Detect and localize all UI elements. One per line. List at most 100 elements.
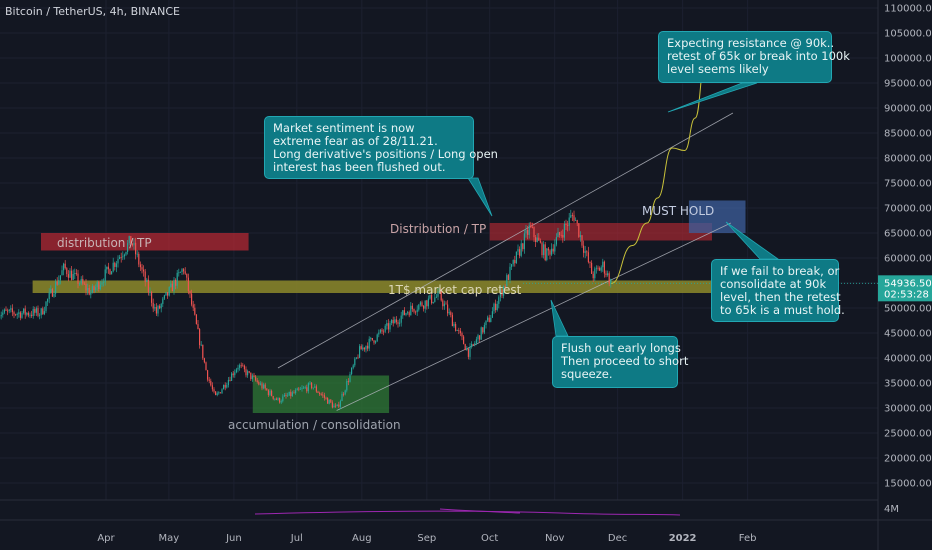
price-tick-label: 60000.00 (884, 254, 932, 265)
candle-down (442, 300, 444, 307)
candle-up (410, 305, 412, 316)
volume-scale-label: 4M (884, 504, 899, 515)
price-tick-label: 95000.00 (884, 79, 932, 90)
last-price-label: 54936.50 (884, 278, 932, 289)
symbol-title: Bitcoin / TetherUS, 4h, BINANCE (5, 5, 181, 18)
time-axis[interactable]: Apr May Jun Jul Aug Sep Oct Nov Dec 2022 Feb (97, 533, 756, 544)
candle-down (571, 215, 573, 216)
candle-up (146, 279, 148, 282)
candle-up (379, 329, 381, 333)
candle-down (479, 335, 481, 340)
candle-up (517, 249, 519, 252)
candle-up (333, 405, 335, 408)
candle-down (250, 372, 252, 380)
candle-down (599, 268, 601, 271)
candle-down (331, 402, 333, 408)
candle-down (51, 289, 53, 297)
candle-down (411, 305, 413, 310)
candle-down (183, 269, 185, 272)
candle-down (549, 250, 551, 255)
candle-up (119, 257, 121, 259)
candle-down (245, 369, 247, 376)
candle-up (483, 325, 485, 333)
candle-up (594, 268, 596, 279)
candle-down (482, 327, 484, 333)
candle-up (168, 286, 170, 296)
candle-up (498, 297, 500, 304)
candle-down (533, 227, 535, 238)
candle-up (557, 232, 559, 238)
time-tick-label: May (159, 533, 180, 544)
channel-lower-line (336, 222, 732, 411)
candle-up (474, 343, 476, 345)
callout-line: level, then the retest (720, 290, 841, 304)
candle-down (578, 223, 580, 237)
candle-down (210, 380, 212, 386)
candle-down (562, 235, 564, 238)
candle-up (352, 365, 354, 368)
candle-down (275, 398, 277, 400)
candle-down (75, 273, 77, 274)
candle-up (173, 279, 175, 292)
candle-down (440, 290, 442, 301)
candle-down (56, 281, 58, 285)
candle-down (371, 337, 373, 341)
candle-up (111, 271, 113, 275)
candle-up (136, 253, 138, 255)
candle-up (32, 308, 34, 316)
time-tick-label: Feb (739, 533, 757, 544)
candle-up (115, 263, 117, 267)
candle-down (175, 279, 177, 286)
candle-up (162, 298, 164, 304)
candle-up (584, 251, 586, 253)
candle-down (77, 273, 79, 284)
candle-down (42, 308, 44, 315)
candle-down (605, 273, 607, 276)
callout-market-sentiment[interactable]: Market sentiment is now extreme fear as … (264, 116, 498, 179)
candle-up (365, 345, 367, 350)
candle-up (362, 347, 364, 350)
candle-down (139, 264, 141, 268)
candle-up (288, 391, 290, 396)
candle-down (360, 346, 362, 350)
candle-up (0, 314, 2, 317)
candle-up (235, 369, 237, 373)
candle-up (493, 303, 495, 312)
candle-down (501, 290, 503, 296)
candle-up (416, 309, 418, 312)
candle-up (355, 357, 357, 359)
price-tick-label: 35000.00 (884, 379, 932, 390)
candle-up (74, 273, 76, 274)
price-axis[interactable]: 15000.00 20000.00 25000.00 30000.00 35000.00… (878, 4, 932, 516)
candle-down (194, 307, 196, 315)
candle-down (24, 308, 26, 315)
candle-down (445, 303, 447, 305)
price-tick-label: 25000.00 (884, 429, 932, 440)
candle-up (469, 346, 471, 357)
candle-down (315, 386, 317, 392)
candle-down (27, 312, 29, 316)
candle-up (555, 237, 557, 245)
candle-up (237, 367, 239, 370)
candle-up (418, 304, 420, 310)
candle-down (192, 304, 194, 308)
candle-up (287, 395, 289, 397)
candle-up (307, 383, 309, 392)
candle-up (127, 243, 129, 252)
candle-down (463, 336, 465, 345)
callout-flush-out[interactable]: Flush out early longs Then proceed to sh… (552, 336, 688, 388)
candle-up (528, 225, 530, 235)
candle-down (413, 309, 415, 312)
candle-down (392, 319, 394, 324)
candle-down (285, 394, 287, 396)
candle-up (35, 308, 37, 313)
candle-down (290, 391, 292, 397)
candle-down (589, 262, 591, 263)
candle-up (50, 289, 52, 293)
pointer-market-sentiment (467, 177, 493, 217)
callout-expecting-resistance[interactable]: Expecting resistance @ 90k.. retest of 6… (658, 31, 850, 83)
candle-up (570, 215, 572, 218)
callout-must-hold[interactable]: If we fail to break, or consolidate at 9… (711, 259, 845, 322)
candle-up (523, 233, 525, 250)
